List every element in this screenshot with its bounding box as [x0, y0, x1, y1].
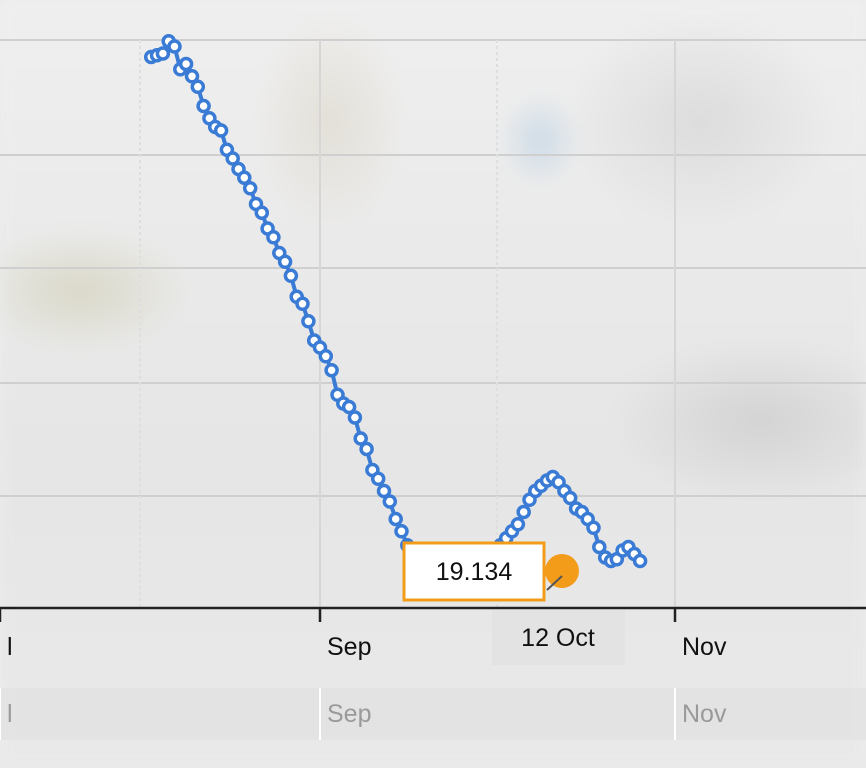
x-tick-label: Sep: [327, 633, 371, 661]
navigator-tick-label: Sep: [327, 700, 371, 728]
data-point[interactable]: [196, 98, 211, 114]
data-point[interactable]: [237, 170, 252, 185]
data-point[interactable]: [586, 520, 601, 536]
data-point[interactable]: [359, 441, 374, 457]
crosshair-date-label: 12 Oct: [492, 610, 625, 665]
data-point[interactable]: [213, 123, 229, 138]
value-tooltip: 19.134: [402, 541, 579, 602]
data-point[interactable]: [155, 46, 171, 61]
data-point[interactable]: [370, 471, 386, 487]
data-point[interactable]: [562, 490, 578, 506]
data-point[interactable]: [388, 511, 403, 527]
data-point[interactable]: [295, 296, 310, 312]
data-point[interactable]: [178, 56, 194, 72]
x-tick-label: Nov: [682, 633, 727, 661]
x-tick-label: l: [7, 633, 13, 661]
data-point[interactable]: [347, 410, 363, 425]
data-point[interactable]: [510, 517, 526, 532]
navigator-band: [0, 688, 866, 740]
data-point[interactable]: [318, 349, 334, 364]
data-point[interactable]: [394, 524, 409, 539]
data-point[interactable]: [632, 553, 648, 569]
data-point[interactable]: [225, 151, 240, 166]
navigator-tick-label: l: [7, 700, 13, 728]
data-point[interactable]: [167, 39, 182, 54]
data-point[interactable]: [283, 268, 299, 284]
tooltip-value: 19.134: [436, 558, 513, 586]
navigator-tick-label: Nov: [682, 700, 727, 728]
data-point[interactable]: [301, 314, 316, 329]
series-markers: [143, 34, 648, 599]
grid-lines: [0, 39, 866, 608]
series-line: [150, 39, 642, 593]
data-point[interactable]: [324, 362, 339, 378]
data-point[interactable]: [242, 181, 258, 196]
series-group: [143, 34, 648, 599]
data-point[interactable]: [382, 494, 398, 509]
tooltip-box: [402, 541, 546, 602]
data-point[interactable]: [592, 539, 607, 555]
navigator[interactable]: l Sep Nov: [0, 688, 866, 740]
crosshair-date-text: 12 Oct: [521, 624, 595, 652]
data-point[interactable]: [190, 79, 206, 95]
data-point[interactable]: [184, 69, 200, 84]
data-point[interactable]: [266, 230, 281, 245]
tooltip-connector: [546, 575, 563, 591]
crosshair-date-bg: [492, 610, 625, 665]
data-point[interactable]: [254, 205, 270, 220]
data-point[interactable]: [341, 399, 357, 415]
x-axis: l Sep Nov: [0, 606, 866, 661]
data-point[interactable]: [277, 254, 293, 270]
tooltip-hover-marker: [545, 554, 579, 588]
data-point[interactable]: [376, 483, 392, 499]
data-point[interactable]: [516, 504, 531, 520]
data-point[interactable]: [353, 431, 368, 446]
